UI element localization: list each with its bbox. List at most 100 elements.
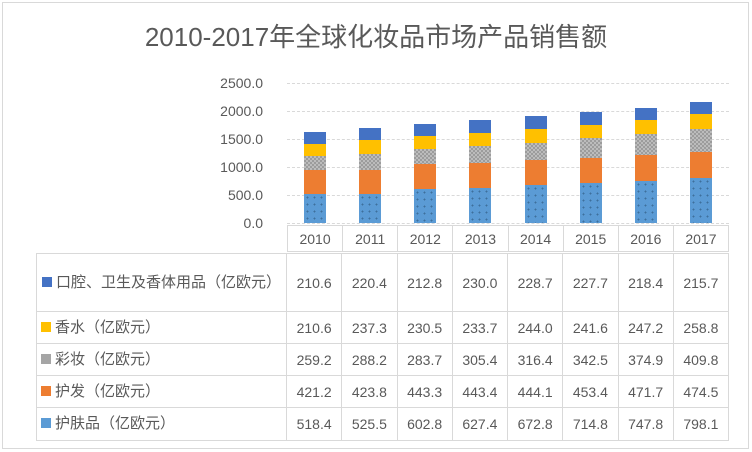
table-row-label: 护发（亿欧元） bbox=[37, 376, 287, 407]
table-value-cell: 258.8 bbox=[683, 319, 719, 336]
series-label: 香水（亿欧元） bbox=[55, 318, 161, 336]
x-axis-category-label: 2014 bbox=[509, 226, 564, 251]
table-value-cell: 233.7 bbox=[453, 312, 508, 343]
table-value-cell: 305.4 bbox=[453, 344, 508, 375]
bar-segment-perfume-2011 bbox=[358, 140, 381, 154]
table-row-skincare: 护肤品（亿欧元） 518.4 525.5 602.8 627.4 672.8 714.8 74… bbox=[37, 408, 728, 440]
data-table: 口腔、卫生及香体用品（亿欧元） 210.6 220.4 212.8 230.0 228.7… bbox=[36, 253, 729, 441]
gridline bbox=[287, 167, 729, 168]
table-value-cell: 798.1 bbox=[683, 416, 719, 432]
bar-segment-perfume-2013 bbox=[469, 132, 492, 146]
chart-title: 2010-2017年全球化妆品市场产品销售额 bbox=[144, 22, 608, 52]
bar-segment-perfume-2016 bbox=[635, 119, 658, 134]
x-axis-category-label: 2017 bbox=[685, 230, 717, 247]
bar-segment-haircare-2016 bbox=[635, 154, 658, 182]
bar-segment-skincare-2013 bbox=[469, 187, 492, 223]
y-axis-tick-label: 500.0 bbox=[227, 187, 263, 203]
bar-segment-color-makeup-2016 bbox=[635, 133, 658, 155]
table-value-cell: 220.4 bbox=[342, 254, 398, 311]
table-value-cell: 525.5 bbox=[342, 408, 398, 440]
x-axis-category-label: 2010 bbox=[288, 226, 344, 251]
table-value-cell: 241.6 bbox=[563, 312, 619, 343]
legend-key-swatch-oral-hygiene bbox=[41, 276, 52, 287]
x-axis-category-label: 2016 bbox=[619, 226, 674, 251]
legend-key-swatch-skincare bbox=[41, 418, 51, 428]
x-axis-category-label: 2011 bbox=[343, 226, 399, 251]
bar-segment-color-makeup-2017 bbox=[690, 128, 713, 152]
bar-segment-skincare-2010 bbox=[303, 193, 326, 223]
bar-segment-skincare-2014 bbox=[524, 185, 547, 223]
bar-segment-oral-hygiene-2016 bbox=[635, 107, 658, 120]
table-row-color-makeup: 彩妆（亿欧元） 259.2 288.2 283.7 305.4 316.4 342.5 374… bbox=[37, 344, 728, 376]
table-row-label: 护肤品（亿欧元） bbox=[37, 408, 287, 440]
table-value-cell: 518.4 bbox=[287, 408, 343, 440]
bar-segment-oral-hygiene-2017 bbox=[690, 102, 713, 115]
series-label: 护发（亿欧元） bbox=[55, 382, 161, 400]
table-value-cell: 218.4 bbox=[619, 254, 674, 311]
bar-segment-skincare-2012 bbox=[414, 189, 437, 223]
bar-segment-color-makeup-2012 bbox=[414, 148, 437, 165]
table-value-cell: 423.8 bbox=[342, 376, 398, 407]
y-axis-tick-label: 2000.0 bbox=[220, 103, 263, 119]
table-value-cell: 672.8 bbox=[508, 408, 564, 440]
table-value-cell: 443.3 bbox=[398, 376, 453, 407]
table-value-cell: 443.4 bbox=[453, 376, 508, 407]
table-value-cell: 444.1 bbox=[508, 376, 564, 407]
bar-segment-skincare-2016 bbox=[635, 181, 658, 223]
bar-segment-color-makeup-2010 bbox=[303, 155, 326, 171]
bar-segment-skincare-2017 bbox=[690, 178, 713, 223]
legend-key-swatch-perfume bbox=[41, 321, 51, 332]
table-value-cell: 228.7 bbox=[508, 254, 564, 311]
table-value-cell: 215.7 bbox=[683, 274, 719, 291]
bar-segment-haircare-2015 bbox=[579, 157, 602, 183]
y-axis-tick-label: 1500.0 bbox=[220, 131, 263, 147]
table-value-cell: 210.6 bbox=[287, 312, 343, 343]
table-value-cell: 627.4 bbox=[453, 408, 508, 440]
bar-segment-perfume-2010 bbox=[303, 144, 326, 156]
table-value-cell: 210.6 bbox=[287, 254, 343, 311]
gridline bbox=[287, 195, 729, 196]
bar-segment-color-makeup-2015 bbox=[579, 138, 602, 158]
table-value-cell: 316.4 bbox=[508, 344, 564, 375]
table-value-cell: 453.4 bbox=[563, 376, 619, 407]
x-axis-category-label: 2015 bbox=[564, 226, 619, 251]
y-axis-tick-label: 1000.0 bbox=[220, 159, 263, 175]
series-label: 护肤品（亿欧元） bbox=[55, 415, 176, 432]
bar-segment-haircare-2012 bbox=[414, 164, 437, 190]
table-row-label: 香水（亿欧元） bbox=[37, 312, 287, 343]
table-value-cell: 342.5 bbox=[563, 344, 619, 375]
bar-segment-color-makeup-2013 bbox=[469, 145, 492, 164]
table-value-cell: 409.8 bbox=[683, 351, 719, 368]
table-value-cell: 283.7 bbox=[398, 344, 453, 375]
table-value-cell: 247.2 bbox=[619, 312, 674, 343]
table-value-cell: 212.8 bbox=[398, 254, 453, 311]
bar-segment-oral-hygiene-2015 bbox=[579, 112, 602, 125]
y-axis-tick-label: 0.0 bbox=[243, 215, 263, 231]
bar-segment-oral-hygiene-2011 bbox=[358, 128, 381, 141]
table-value-cell: 227.7 bbox=[563, 254, 619, 311]
bar-segment-haircare-2011 bbox=[358, 169, 381, 194]
gridline bbox=[287, 111, 729, 112]
table-row-oral-hygiene: 口腔、卫生及香体用品（亿欧元） 210.6 220.4 212.8 230.0 228.7… bbox=[37, 254, 728, 312]
bar-segment-oral-hygiene-2010 bbox=[303, 132, 326, 145]
table-value-cell: 421.2 bbox=[287, 376, 343, 407]
series-label: 口腔、卫生及香体用品（亿欧元） bbox=[55, 273, 281, 291]
bar-segment-haircare-2017 bbox=[690, 151, 713, 179]
bar-segment-oral-hygiene-2012 bbox=[414, 123, 437, 136]
table-value-cell: 237.3 bbox=[342, 312, 398, 343]
table-row-label: 口腔、卫生及香体用品（亿欧元） bbox=[37, 254, 287, 311]
table-value-cell: 230.0 bbox=[453, 254, 508, 311]
x-axis-category-label: 2013 bbox=[453, 226, 509, 251]
legend-key-swatch-color-makeup bbox=[41, 353, 51, 364]
bar-segment-skincare-2011 bbox=[358, 193, 381, 223]
bar-segment-haircare-2010 bbox=[303, 170, 326, 194]
bar-segment-perfume-2014 bbox=[524, 129, 547, 143]
x-axis-category-label: 2012 bbox=[398, 226, 454, 251]
table-value-cell: 230.5 bbox=[398, 312, 453, 343]
table-value-cell: 714.8 bbox=[563, 408, 619, 440]
bar-segment-skincare-2015 bbox=[579, 182, 602, 223]
gridline bbox=[287, 223, 729, 224]
bar-segment-oral-hygiene-2013 bbox=[469, 119, 492, 133]
bar-segment-haircare-2014 bbox=[524, 160, 547, 186]
